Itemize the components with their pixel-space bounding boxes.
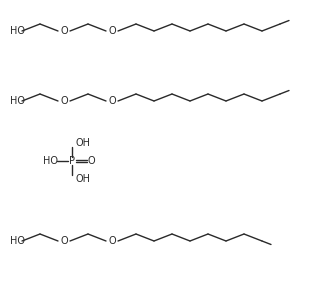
Text: P: P	[69, 156, 75, 166]
Text: HO: HO	[10, 26, 25, 36]
Text: O: O	[60, 236, 68, 246]
Text: HO: HO	[10, 96, 25, 106]
Text: O: O	[60, 96, 68, 106]
Text: O: O	[87, 156, 95, 166]
Text: O: O	[108, 236, 116, 246]
Text: O: O	[60, 26, 68, 36]
Text: O: O	[108, 96, 116, 106]
Text: O: O	[108, 26, 116, 36]
Text: HO: HO	[10, 236, 25, 246]
Text: HO: HO	[43, 156, 57, 166]
Text: OH: OH	[76, 174, 91, 184]
Text: OH: OH	[76, 138, 91, 148]
